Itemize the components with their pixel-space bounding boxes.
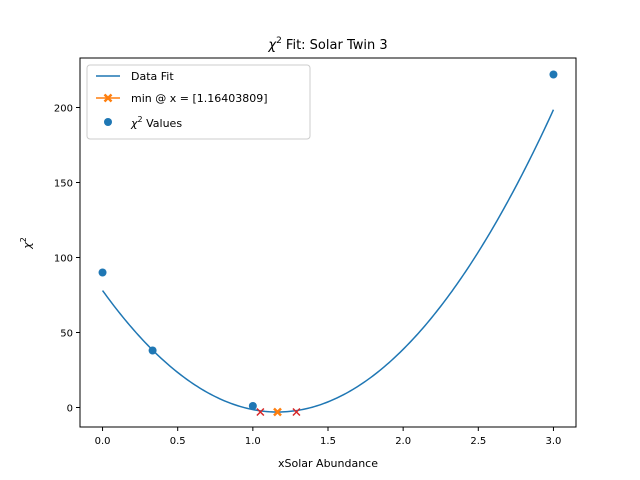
cross-stroke bbox=[292, 407, 301, 417]
x-axis: 0.0 0.5 1.0 1.5 2.0 2.5 3.0 bbox=[95, 427, 562, 447]
y-tick-label: 150 bbox=[54, 179, 73, 190]
chi2-point bbox=[98, 268, 107, 277]
y-tick-label: 200 bbox=[54, 104, 73, 115]
y-axis-label: χ2 bbox=[19, 237, 34, 250]
x-axis-label: xSolar Abundance bbox=[278, 457, 378, 470]
chi2-point bbox=[148, 346, 157, 355]
legend-label-min: min @ x = [1.16403809] bbox=[131, 92, 268, 105]
x-tick-label: 0.0 bbox=[95, 436, 111, 447]
x-tick-label: 1.5 bbox=[320, 436, 336, 447]
x-tick-label: 3.0 bbox=[546, 436, 562, 447]
min-marker bbox=[273, 407, 282, 417]
legend-label-data-fit: Data Fit bbox=[131, 70, 174, 83]
x-tick-label: 2.0 bbox=[395, 436, 411, 447]
x-tick-label: 1.0 bbox=[245, 436, 261, 447]
y-tick-label: 0 bbox=[67, 404, 73, 415]
plot-area bbox=[98, 70, 558, 417]
cross-stroke bbox=[256, 407, 265, 417]
legend-marker-min bbox=[103, 93, 113, 103]
legend-marker-chi2-values bbox=[104, 118, 112, 126]
legend-box bbox=[86, 64, 311, 140]
y-tick-label: 100 bbox=[54, 254, 73, 265]
bound-cross-marker bbox=[292, 407, 301, 417]
fit-curve bbox=[101, 109, 555, 413]
x-tick-label: 0.5 bbox=[170, 436, 186, 447]
x-tick-label: 2.5 bbox=[470, 436, 486, 447]
chi2-point bbox=[248, 402, 257, 410]
min-stroke bbox=[273, 407, 282, 417]
y-tick-label: 50 bbox=[60, 329, 73, 340]
legend-label-chi2-values: χ2 Values bbox=[130, 115, 182, 130]
chi2-point bbox=[549, 70, 558, 79]
legend: Data Fit min @ x = [1.16403809] χ2 Value… bbox=[86, 64, 311, 140]
y-axis: 0 50 100 150 200 bbox=[54, 104, 80, 415]
chart-title: χ2 Fit: Solar Twin 3 bbox=[267, 36, 387, 53]
bound-cross-marker bbox=[256, 407, 265, 417]
